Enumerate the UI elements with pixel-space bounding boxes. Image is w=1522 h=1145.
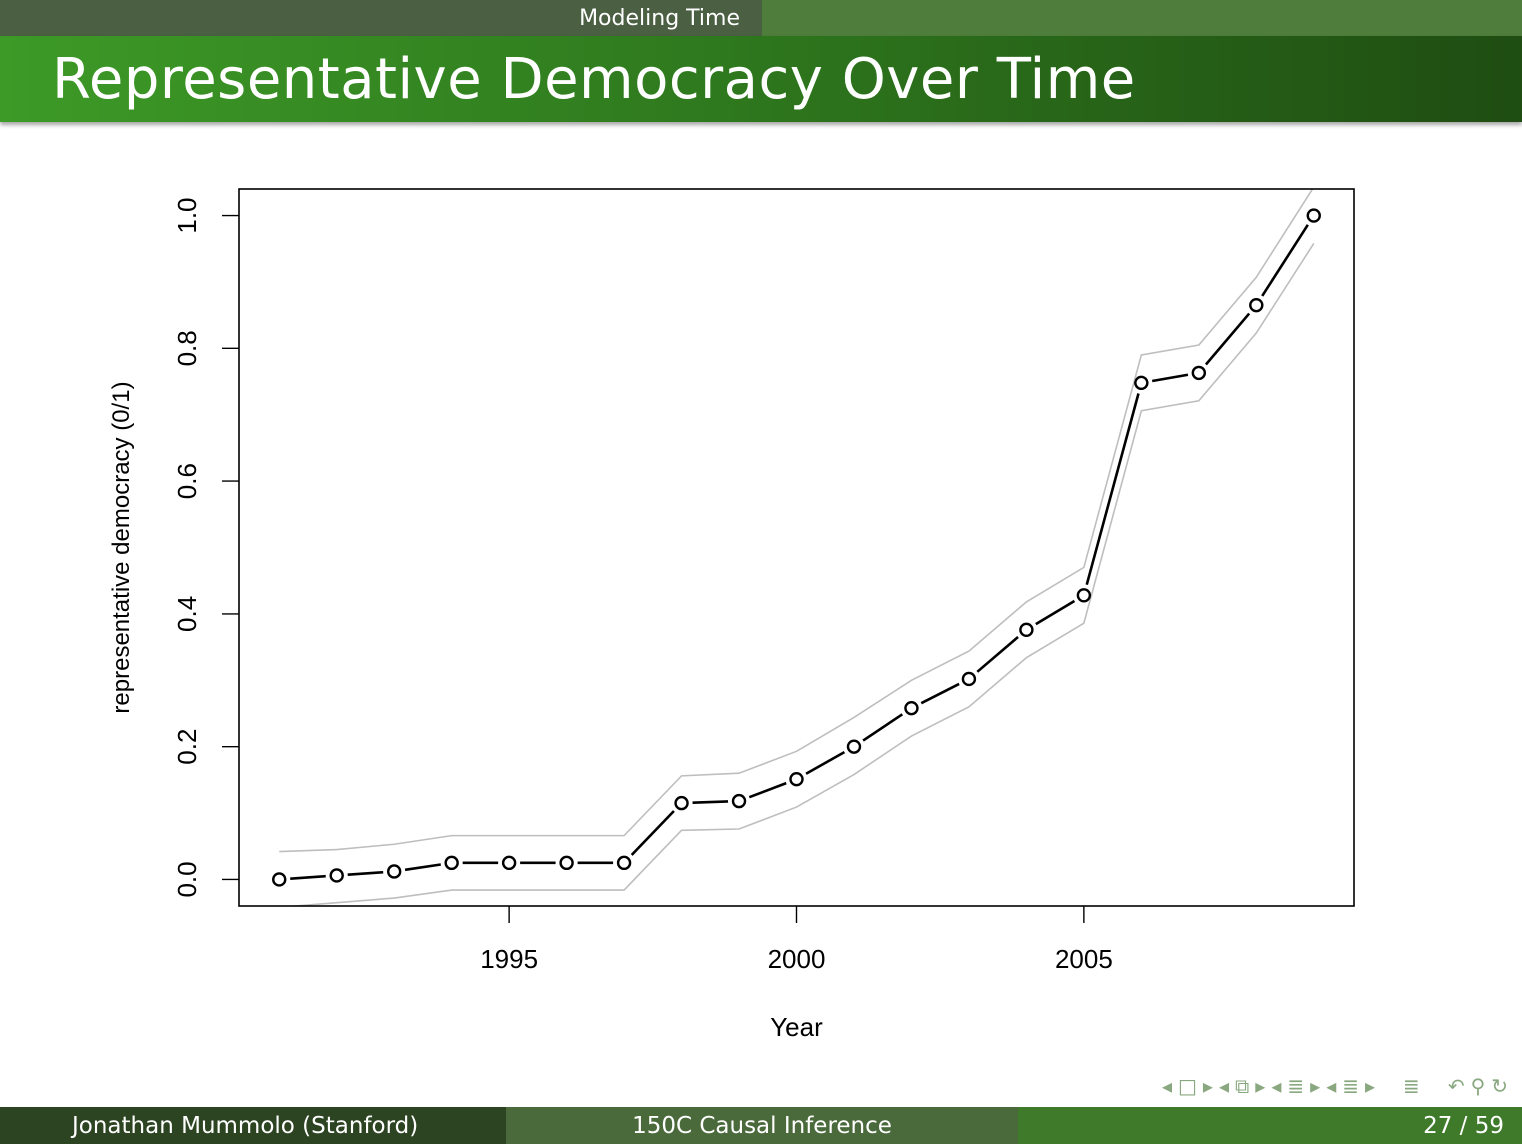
- nav-next-page-icon[interactable]: ▸: [1365, 1074, 1376, 1098]
- nav-subsection-icon[interactable]: ⧉: [1235, 1074, 1250, 1098]
- series-band-line-1: [279, 189, 1314, 853]
- data-point: [1249, 297, 1264, 313]
- nav-next-frame-icon[interactable]: ▸: [1202, 1074, 1213, 1098]
- data-point: [846, 739, 862, 754]
- data-point: [731, 793, 747, 809]
- series-segment: [1035, 599, 1076, 626]
- data-point: [272, 872, 287, 887]
- series-segment: [1261, 224, 1309, 297]
- data-point: [386, 864, 402, 879]
- data-point: [1076, 588, 1092, 603]
- series-segment: [805, 750, 846, 775]
- nav-prev-subsection-icon[interactable]: ◂: [1218, 1074, 1229, 1098]
- series-segment: [290, 874, 326, 880]
- data-point: [789, 771, 804, 787]
- data-point: [616, 855, 632, 871]
- nav-section-icon[interactable]: ≣: [1287, 1074, 1305, 1098]
- data-point: [1134, 375, 1149, 391]
- plot-frame: [238, 188, 1355, 907]
- nav-next-subsection-icon[interactable]: ▸: [1255, 1074, 1266, 1098]
- y-tick-label: 0.8: [172, 330, 202, 366]
- series-segment: [692, 800, 729, 805]
- series-segment: [748, 781, 787, 799]
- x-axis-label: Year: [770, 1012, 823, 1042]
- y-axis-label: representative democracy (0/1): [108, 381, 135, 713]
- data-point: [961, 671, 977, 687]
- nav-search-icon[interactable]: ⚲: [1470, 1074, 1486, 1098]
- nav-prev-section-icon[interactable]: ◂: [1271, 1074, 1282, 1098]
- series-segment: [630, 810, 675, 856]
- series-segment: [862, 713, 904, 742]
- data-point: [444, 855, 459, 871]
- y-tick-label: 0.0: [172, 861, 202, 897]
- x-tick-label: 2000: [768, 944, 826, 974]
- y-tick-label: 1.0: [172, 197, 202, 233]
- title-bar: Representative Democracy Over Time: [0, 36, 1522, 122]
- footer: Jonathan Mummolo (Stanford) 150C Causal …: [0, 1107, 1522, 1144]
- nav-frame-icon[interactable]: □: [1178, 1074, 1197, 1098]
- y-tick-label: 0.6: [172, 463, 202, 499]
- nav-page-icon[interactable]: ≣: [1342, 1074, 1359, 1098]
- series-band-line-2: [285, 243, 1315, 906]
- data-point: [501, 855, 517, 871]
- footer-course: 150C Causal Inference: [506, 1107, 1018, 1144]
- data-point: [1191, 365, 1207, 381]
- series-segment: [920, 682, 960, 705]
- data-point: [559, 855, 574, 871]
- data-point: [1306, 208, 1321, 223]
- navigation-controls: ◂ □ ▸ ◂ ⧉ ▸ ◂ ≣ ▸ ◂ ≣ ▸ ≣ ↶ ⚲ ↻: [1162, 1072, 1508, 1100]
- nav-prev-frame-icon[interactable]: ◂: [1161, 1074, 1172, 1098]
- nav-back-icon[interactable]: ↶: [1447, 1074, 1465, 1098]
- series-segment: [1085, 393, 1140, 586]
- header-bar: Modeling Time: [0, 0, 1522, 36]
- series-segment: [404, 863, 441, 872]
- series-segment: [347, 870, 384, 876]
- data-point: [904, 700, 919, 716]
- series-segment: [1151, 373, 1189, 383]
- y-tick-label: 0.4: [172, 596, 202, 632]
- x-tick-label: 2005: [1055, 944, 1113, 974]
- footer-page-number: 27 / 59: [1018, 1107, 1522, 1144]
- section-label: Modeling Time: [579, 6, 740, 31]
- nav-forward-icon[interactable]: ↻: [1491, 1074, 1508, 1098]
- nav-next-section-icon[interactable]: ▸: [1310, 1074, 1321, 1098]
- data-point: [674, 795, 689, 811]
- header-bar-right: [762, 0, 1522, 36]
- series-segment: [1204, 312, 1251, 366]
- footer-author: Jonathan Mummolo (Stanford): [0, 1107, 506, 1144]
- data-point: [1019, 622, 1034, 638]
- section-tab: Modeling Time: [0, 0, 762, 36]
- x-tick-label: 1995: [480, 944, 538, 974]
- slide-title: Representative Democracy Over Time: [52, 47, 1136, 112]
- y-tick-label: 0.2: [172, 729, 202, 765]
- nav-prev-page-icon[interactable]: ◂: [1326, 1074, 1337, 1098]
- nav-toc-icon[interactable]: ≣: [1403, 1074, 1420, 1098]
- data-point: [329, 868, 344, 883]
- series-segment: [976, 635, 1019, 673]
